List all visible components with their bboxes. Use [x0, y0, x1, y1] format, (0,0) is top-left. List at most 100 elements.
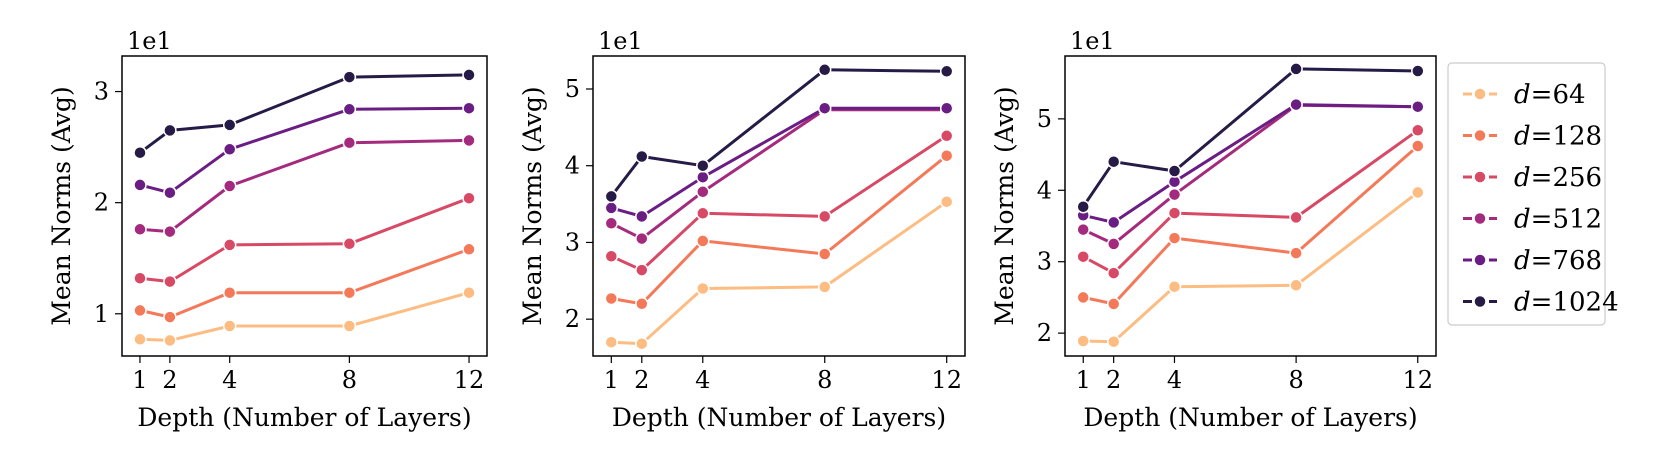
- data-point: [604, 291, 619, 306]
- data-point: [342, 285, 357, 300]
- legend-label-value: =768: [1531, 246, 1602, 276]
- legend-item-768: d=768: [1463, 246, 1602, 276]
- legend-label-var: d: [1514, 80, 1531, 110]
- data-point: [133, 303, 147, 318]
- data-point: [163, 310, 177, 324]
- plot-frame: [121, 55, 488, 357]
- data-point: [939, 101, 954, 115]
- data-point: [817, 280, 832, 294]
- data-point: [342, 319, 357, 333]
- data-point: [604, 249, 619, 264]
- data-point: [1106, 215, 1121, 230]
- x-tick-label: 1: [132, 366, 147, 394]
- data-point: [939, 129, 954, 143]
- data-point: [635, 297, 649, 311]
- data-point: [222, 118, 237, 132]
- y-scale-label: 1e1: [1070, 27, 1115, 55]
- x-tick-label: 2: [1106, 366, 1121, 394]
- series-line: [610, 108, 947, 241]
- data-point: [817, 247, 832, 261]
- series-line: [1082, 144, 1419, 306]
- y-axis-label: Mean Norms (Avg): [47, 86, 76, 325]
- data-point: [817, 63, 832, 77]
- data-point: [133, 145, 147, 160]
- data-point: [1106, 154, 1121, 169]
- legend-swatch-marker: [1473, 253, 1487, 267]
- x-tick-label: 8: [1288, 366, 1303, 394]
- data-point: [222, 285, 237, 300]
- x-tick-label: 2: [162, 366, 177, 394]
- series-d-64: [133, 285, 476, 348]
- chart-panel-3: 1 2 4 8 12 2 3 4 5 1e1 Depth (Number of Layers) Mea…: [990, 27, 1437, 432]
- data-point: [1106, 266, 1121, 280]
- series-d-512: [133, 133, 476, 239]
- data-point: [1106, 334, 1121, 349]
- data-point: [342, 237, 357, 251]
- y-tick-label: 2: [1037, 319, 1052, 347]
- x-tick-label: 1: [604, 366, 619, 394]
- y-axis-label: Mean Norms (Avg): [990, 86, 1019, 325]
- series-d-64: [604, 195, 954, 351]
- y-axis-label: Mean Norms (Avg): [518, 86, 547, 325]
- y-tick-label: 3: [94, 78, 109, 106]
- series-d-768: [604, 101, 954, 224]
- data-point: [133, 271, 147, 285]
- data-point: [1167, 206, 1182, 220]
- data-point: [817, 209, 832, 224]
- legend-label-var: d: [1514, 288, 1531, 318]
- legend-label: d=1024: [1514, 288, 1619, 318]
- series-line: [139, 291, 470, 342]
- series-d-768: [133, 101, 476, 200]
- legend-swatch-marker: [1473, 87, 1487, 101]
- x-tick-label: 12: [931, 366, 962, 394]
- data-point: [1411, 99, 1425, 114]
- data-point: [1289, 210, 1303, 225]
- data-point: [635, 263, 649, 277]
- data-point: [1106, 297, 1121, 311]
- y-tick-label: 1: [94, 300, 109, 328]
- data-point: [133, 332, 147, 347]
- data-point: [1411, 123, 1425, 138]
- series-line: [1082, 129, 1419, 275]
- x-tick-label: 4: [1167, 366, 1182, 394]
- data-point: [1076, 334, 1090, 348]
- series-d-1024: [604, 63, 954, 204]
- data-point: [462, 101, 476, 115]
- data-point: [163, 333, 177, 348]
- data-point: [462, 191, 476, 205]
- legend-label-value: =512: [1531, 205, 1602, 235]
- data-point: [1289, 97, 1303, 112]
- data-point: [462, 285, 476, 300]
- data-point: [1076, 290, 1090, 305]
- data-point: [696, 170, 710, 184]
- data-point: [1106, 237, 1121, 251]
- series-d-128: [604, 148, 954, 311]
- legend-label-value: =128: [1531, 122, 1602, 152]
- x-axis-label: Depth (Number of Layers): [137, 403, 471, 432]
- data-point: [133, 178, 147, 192]
- legend-label-var: d: [1514, 205, 1531, 235]
- legend-item-128: d=128: [1463, 122, 1602, 152]
- data-point: [462, 68, 476, 82]
- data-point: [163, 274, 177, 289]
- data-point: [163, 185, 177, 200]
- data-point: [342, 102, 357, 117]
- y-tick-label: 5: [565, 75, 580, 103]
- data-point: [1076, 199, 1090, 214]
- legend-label: d=128: [1514, 122, 1602, 152]
- data-point: [163, 224, 177, 239]
- data-point: [1167, 231, 1182, 245]
- data-point: [696, 206, 710, 221]
- data-point: [133, 222, 147, 237]
- legend-label: d=512: [1514, 205, 1602, 235]
- legend-swatch-marker: [1473, 211, 1487, 226]
- x-tick-label: 8: [817, 366, 832, 394]
- data-point: [1411, 185, 1425, 200]
- data-point: [604, 189, 619, 204]
- series-line: [139, 106, 470, 195]
- data-point: [817, 101, 832, 115]
- legend-frame: [1447, 62, 1606, 326]
- legend-swatch-marker: [1473, 128, 1487, 143]
